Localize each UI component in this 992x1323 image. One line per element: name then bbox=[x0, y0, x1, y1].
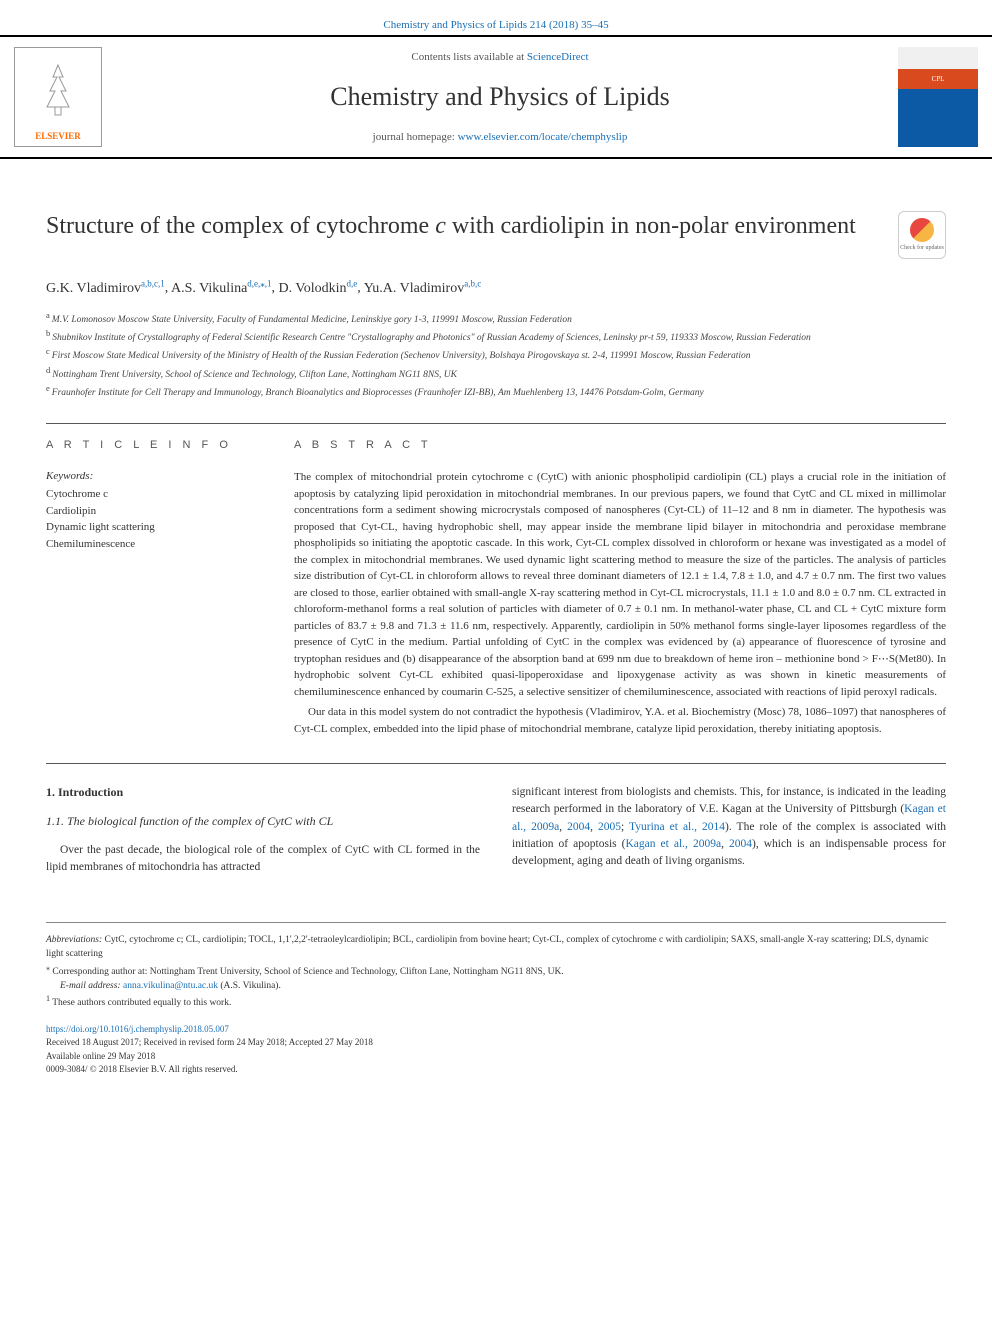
affiliation: dNottingham Trent University, School of … bbox=[46, 364, 946, 382]
author-affil-marker: a,b,c,1 bbox=[141, 278, 165, 288]
homepage-line: journal homepage: www.elsevier.com/locat… bbox=[120, 130, 880, 145]
author-affil-marker: d,e,⁎,1 bbox=[247, 278, 271, 288]
affil-text: Fraunhofer Institute for Cell Therapy an… bbox=[52, 388, 704, 398]
corresp-text: Corresponding author at: Nottingham Tren… bbox=[50, 967, 564, 977]
keyword: Chemiluminescence bbox=[46, 536, 256, 553]
body-paragraph: significant interest from biologists and… bbox=[512, 784, 946, 870]
email-line: E-mail address: anna.vikulina@ntu.ac.uk … bbox=[46, 979, 946, 993]
author-name: G.K. Vladimirov bbox=[46, 281, 141, 296]
abstract-paragraph: Our data in this model system do not con… bbox=[294, 704, 946, 737]
citation-link[interactable]: 2004 bbox=[729, 838, 752, 850]
email-label: E-mail address: bbox=[60, 981, 123, 991]
info-abstract-row: A R T I C L E I N F O Keywords: Cytochro… bbox=[46, 438, 946, 741]
author: G.K. Vladimirova,b,c,1 bbox=[46, 281, 165, 296]
article-area: Structure of the complex of cytochrome c… bbox=[0, 159, 992, 1096]
check-updates-label: Check for updates bbox=[900, 244, 944, 252]
crossmark-icon bbox=[910, 218, 934, 242]
publisher-logo-label: ELSEVIER bbox=[35, 130, 81, 143]
article-info-column: A R T I C L E I N F O Keywords: Cytochro… bbox=[46, 438, 256, 741]
body-column-right: significant interest from biologists and… bbox=[512, 784, 946, 876]
footnotes: Abbreviations: CytC, cytochrome c; CL, c… bbox=[46, 922, 946, 1011]
citation-link[interactable]: 2004 bbox=[567, 821, 590, 833]
abstract-heading: A B S T R A C T bbox=[294, 438, 946, 453]
affiliation: eFraunhofer Institute for Cell Therapy a… bbox=[46, 382, 946, 400]
title-part-2: with cardiolipin in non-polar environmen… bbox=[446, 213, 856, 239]
author: Yu.A. Vladimirova,b,c bbox=[364, 281, 481, 296]
author: A.S. Vikulinad,e,⁎,1 bbox=[171, 281, 272, 296]
homepage-link[interactable]: www.elsevier.com/locate/chemphyslip bbox=[458, 131, 628, 143]
keyword: Cardiolipin bbox=[46, 503, 256, 520]
affil-label: d bbox=[46, 365, 50, 375]
authors-list: G.K. Vladimirova,b,c,1, A.S. Vikulinad,e… bbox=[46, 277, 946, 298]
affiliations: aM.V. Lomonosov Moscow State University,… bbox=[46, 309, 946, 401]
equal-contribution-line: 1 These authors contributed equally to t… bbox=[46, 993, 946, 1010]
homepage-prefix: journal homepage: bbox=[373, 131, 458, 143]
affiliation: bShubnikov Institute of Crystallography … bbox=[46, 327, 946, 345]
affiliation: cFirst Moscow State Medical University o… bbox=[46, 345, 946, 363]
journal-citation: Chemistry and Physics of Lipids 214 (201… bbox=[0, 0, 992, 35]
article-info-heading: A R T I C L E I N F O bbox=[46, 438, 256, 453]
contents-prefix: Contents lists available at bbox=[411, 51, 526, 63]
history-line: Received 18 August 2017; Received in rev… bbox=[46, 1036, 946, 1050]
citation-link[interactable]: Kagan et al., 2009a bbox=[625, 838, 721, 850]
keyword: Dynamic light scattering bbox=[46, 519, 256, 536]
affil-text: M.V. Lomonosov Moscow State University, … bbox=[52, 315, 572, 325]
cover-label: CPL bbox=[932, 75, 945, 85]
author-name: A.S. Vikulina bbox=[171, 281, 247, 296]
copyright-line: 0009-3084/ © 2018 Elsevier B.V. All righ… bbox=[46, 1063, 946, 1077]
abbrev-text: CytC, cytochrome c; CL, cardiolipin; TOC… bbox=[46, 935, 929, 959]
journal-cover-thumbnail: CPL bbox=[898, 47, 978, 147]
affil-text: Nottingham Trent University, School of S… bbox=[52, 370, 457, 380]
body-paragraph: Over the past decade, the biological rol… bbox=[46, 842, 480, 877]
author-name: Yu.A. Vladimirov bbox=[364, 281, 464, 296]
doi-link[interactable]: https://doi.org/10.1016/j.chemphyslip.20… bbox=[46, 1024, 229, 1034]
divider bbox=[46, 763, 946, 764]
title-part-italic: c bbox=[435, 213, 446, 239]
author-affil-marker: a,b,c bbox=[464, 278, 481, 288]
keyword: Cytochrome c bbox=[46, 486, 256, 503]
journal-banner: ELSEVIER Contents lists available at Sci… bbox=[0, 35, 992, 159]
check-updates-badge[interactable]: Check for updates bbox=[898, 211, 946, 259]
abstract-text: The complex of mitochondrial protein cyt… bbox=[294, 469, 946, 737]
author-name: D. Volodkin bbox=[279, 281, 347, 296]
title-part-1: Structure of the complex of cytochrome bbox=[46, 213, 435, 239]
abbreviations-line: Abbreviations: CytC, cytochrome c; CL, c… bbox=[46, 933, 946, 962]
body-columns: 1. Introduction 1.1. The biological func… bbox=[46, 784, 946, 876]
banner-center: Contents lists available at ScienceDirec… bbox=[120, 50, 880, 145]
body-column-left: 1. Introduction 1.1. The biological func… bbox=[46, 784, 480, 876]
tree-icon bbox=[31, 48, 85, 129]
abbrev-label: Abbreviations: bbox=[46, 935, 102, 945]
abstract-paragraph: The complex of mitochondrial protein cyt… bbox=[294, 469, 946, 700]
affil-label: b bbox=[46, 328, 50, 338]
keywords-label: Keywords: bbox=[46, 469, 256, 484]
author: D. Volodkind,e bbox=[279, 281, 358, 296]
divider bbox=[46, 423, 946, 424]
citation-link[interactable]: 2005 bbox=[598, 821, 621, 833]
section-heading: 1. Introduction bbox=[46, 784, 480, 801]
email-link[interactable]: anna.vikulina@ntu.ac.uk bbox=[123, 981, 218, 991]
body-text: significant interest from biologists and… bbox=[512, 786, 946, 815]
journal-title: Chemistry and Physics of Lipids bbox=[120, 79, 880, 115]
equal-text: These authors contributed equally to thi… bbox=[50, 998, 231, 1008]
affil-label: e bbox=[46, 383, 50, 393]
affil-label: a bbox=[46, 310, 50, 320]
affil-label: c bbox=[46, 346, 50, 356]
affil-text: Shubnikov Institute of Crystallography o… bbox=[52, 333, 811, 343]
contents-line: Contents lists available at ScienceDirec… bbox=[120, 50, 880, 65]
article-meta: https://doi.org/10.1016/j.chemphyslip.20… bbox=[46, 1023, 946, 1077]
sciencedirect-link[interactable]: ScienceDirect bbox=[527, 51, 589, 63]
affiliation: aM.V. Lomonosov Moscow State University,… bbox=[46, 309, 946, 327]
affil-text: First Moscow State Medical University of… bbox=[52, 352, 751, 362]
author-affil-marker: d,e bbox=[347, 278, 358, 288]
article-title: Structure of the complex of cytochrome c… bbox=[46, 211, 878, 242]
title-row: Structure of the complex of cytochrome c… bbox=[46, 211, 946, 259]
subsection-heading: 1.1. The biological function of the comp… bbox=[46, 813, 480, 830]
corresponding-line: ⁎ Corresponding author at: Nottingham Tr… bbox=[46, 962, 946, 979]
citation-link[interactable]: Tyurina et al., 2014 bbox=[629, 821, 725, 833]
abstract-column: A B S T R A C T The complex of mitochond… bbox=[294, 438, 946, 741]
available-line: Available online 29 May 2018 bbox=[46, 1050, 946, 1064]
publisher-logo: ELSEVIER bbox=[14, 47, 102, 147]
email-suffix: (A.S. Vikulina). bbox=[218, 981, 281, 991]
